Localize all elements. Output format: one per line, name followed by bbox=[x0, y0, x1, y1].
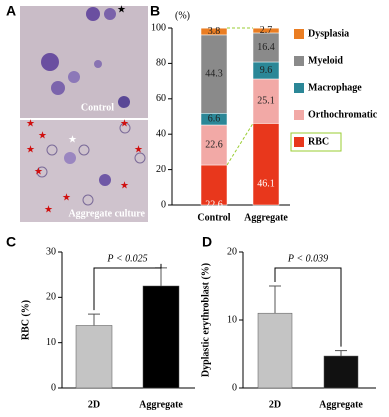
y-tick-label: 10 bbox=[227, 314, 237, 325]
micrograph-control: ★ Control bbox=[20, 4, 148, 118]
y-tick-label: 100 bbox=[151, 22, 166, 33]
svg-text:★: ★ bbox=[134, 144, 143, 155]
y-axis-label: (%) bbox=[175, 10, 190, 21]
legend-swatch bbox=[294, 56, 304, 66]
bar-segment bbox=[252, 27, 280, 34]
bar-segment bbox=[200, 164, 228, 206]
legend-swatch bbox=[294, 83, 304, 93]
x-tick-label: 2D bbox=[88, 399, 100, 410]
svg-text:★: ★ bbox=[120, 180, 129, 191]
connector bbox=[226, 123, 254, 166]
legend-label: Orthochromatic bbox=[308, 109, 378, 120]
value-label: 3.8 bbox=[208, 26, 221, 37]
bar-segment bbox=[252, 78, 280, 124]
svg-text:★: ★ bbox=[26, 144, 35, 155]
y-tick-label: 80 bbox=[156, 58, 166, 69]
value-label: 44.3 bbox=[205, 68, 223, 79]
value-label: 16.4 bbox=[257, 42, 275, 53]
y-tick-label: 20 bbox=[227, 246, 237, 257]
y-tick-label: 0 bbox=[161, 199, 166, 210]
svg-text:★: ★ bbox=[34, 166, 43, 177]
legend-label: Dysplasia bbox=[308, 28, 349, 39]
panel-label: C bbox=[6, 234, 16, 250]
legend-label: Myeloid bbox=[308, 55, 343, 66]
legend-label: RBC bbox=[308, 136, 329, 147]
bar bbox=[257, 312, 293, 389]
bar-segment bbox=[252, 32, 280, 63]
svg-text:★: ★ bbox=[38, 130, 47, 141]
y-tick-label: 20 bbox=[46, 292, 56, 303]
x-tick-label: Aggregate bbox=[244, 212, 288, 223]
y-tick-label: 0 bbox=[51, 382, 56, 393]
image-label: Aggregate culture bbox=[68, 208, 145, 219]
y-axis-label: RBC (%) bbox=[20, 300, 31, 340]
bar-segment bbox=[200, 124, 228, 166]
bar bbox=[142, 285, 180, 389]
y-tick-label: 20 bbox=[156, 164, 166, 175]
value-label: 22.6 bbox=[205, 139, 223, 150]
legend-highlight bbox=[290, 132, 342, 152]
svg-text:★: ★ bbox=[68, 134, 77, 145]
legend-swatch bbox=[294, 110, 304, 120]
legend-swatch bbox=[294, 29, 304, 39]
svg-text:★: ★ bbox=[44, 204, 53, 215]
micrograph-aggregate: ★★ ★★ ★★ ★★ ★ ★ Aggregate culture bbox=[20, 118, 148, 222]
panel-label: A bbox=[6, 3, 16, 19]
bar-segment bbox=[200, 34, 228, 114]
error-bar bbox=[155, 267, 167, 286]
panel-label: B bbox=[150, 3, 160, 19]
y-tick-label: 30 bbox=[46, 246, 56, 257]
bar bbox=[75, 325, 113, 389]
legend-swatch bbox=[294, 137, 304, 147]
x-tick-label: Aggregate bbox=[319, 399, 363, 410]
significance-bracket bbox=[93, 263, 162, 311]
x-tick-label: 2D bbox=[269, 399, 281, 410]
error-bar bbox=[335, 350, 347, 357]
y-tick-label: 0 bbox=[232, 382, 237, 393]
significance-bracket bbox=[274, 267, 342, 347]
y-tick-label: 40 bbox=[156, 128, 166, 139]
value-label: 9.6 bbox=[260, 65, 273, 76]
svg-text:★: ★ bbox=[62, 192, 71, 203]
legend-label: Macrophage bbox=[308, 82, 362, 93]
value-label: 22.6 bbox=[205, 199, 223, 210]
value-label: 2.7 bbox=[260, 25, 273, 36]
bar-segment bbox=[200, 27, 228, 36]
value-label: 6.6 bbox=[208, 113, 221, 124]
annotation: P < 0.025 bbox=[106, 253, 147, 264]
y-tick-label: 60 bbox=[156, 93, 166, 104]
value-label: 46.1 bbox=[257, 178, 275, 189]
svg-text:★: ★ bbox=[120, 118, 129, 129]
image-label: Control bbox=[81, 102, 114, 113]
error-bar bbox=[269, 285, 281, 314]
bar bbox=[323, 355, 359, 389]
x-tick-label: Aggregate bbox=[139, 399, 183, 410]
y-axis-label: Dyplastic erythroblast (%) bbox=[200, 263, 211, 377]
x-tick-label: Control bbox=[197, 212, 230, 223]
svg-text:★: ★ bbox=[26, 118, 35, 129]
panel-label: D bbox=[202, 234, 212, 250]
value-label: 25.1 bbox=[257, 95, 275, 106]
annotation: P < 0.039 bbox=[287, 253, 328, 264]
bar-segment bbox=[252, 123, 280, 206]
error-bar bbox=[88, 313, 100, 326]
star: ★ bbox=[117, 4, 126, 15]
y-tick-label: 10 bbox=[46, 337, 56, 348]
